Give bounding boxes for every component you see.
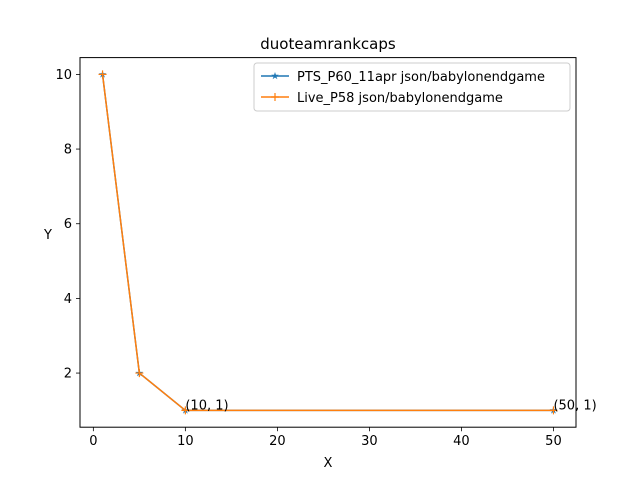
legend-label-pts: PTS_P60_11apr json/babylonendgame xyxy=(297,70,545,85)
x-tick-label: 50 xyxy=(545,434,562,449)
legend-plus-marker xyxy=(271,93,279,101)
x-tick-label: 0 xyxy=(89,434,97,449)
x-axis-label: X xyxy=(324,456,333,471)
annotation-group: (10, 1) (50, 1) xyxy=(185,398,596,413)
x-tick-label: 10 xyxy=(177,434,194,449)
legend-box xyxy=(253,62,571,112)
data-point-plus xyxy=(181,406,190,415)
y-tick-label: 8 xyxy=(64,143,72,158)
legend-star-marker xyxy=(271,72,279,80)
x-tick-label: 40 xyxy=(453,434,470,449)
series-line-1 xyxy=(101,74,554,412)
legend-label-live: Live_P58 json/babylonendgame xyxy=(297,91,503,106)
plot-area xyxy=(80,57,576,428)
y-axis: 2 4 6 8 10 xyxy=(55,68,80,382)
x-tick-label: 20 xyxy=(269,434,286,449)
y-tick-label: 10 xyxy=(55,68,72,83)
plot-frame xyxy=(79,57,577,428)
x-tick-label: 30 xyxy=(361,434,378,449)
y-tick-label: 6 xyxy=(64,217,72,232)
data-annotation: (50, 1) xyxy=(553,398,596,413)
series-group xyxy=(98,70,558,415)
legend: PTS_P60_11apr json/babylonendgame Live_P… xyxy=(253,62,571,112)
y-tick-label: 4 xyxy=(64,292,72,307)
data-point-plus xyxy=(549,406,558,415)
chart-title: duoteamrankcaps xyxy=(260,35,396,53)
data-point-plus xyxy=(98,70,107,79)
data-annotation: (10, 1) xyxy=(185,398,228,413)
data-point-plus xyxy=(135,369,144,378)
y-axis-label: Y xyxy=(43,228,52,243)
x-axis: 0 10 20 30 40 50 xyxy=(89,427,562,449)
y-tick-label: 2 xyxy=(64,367,72,382)
